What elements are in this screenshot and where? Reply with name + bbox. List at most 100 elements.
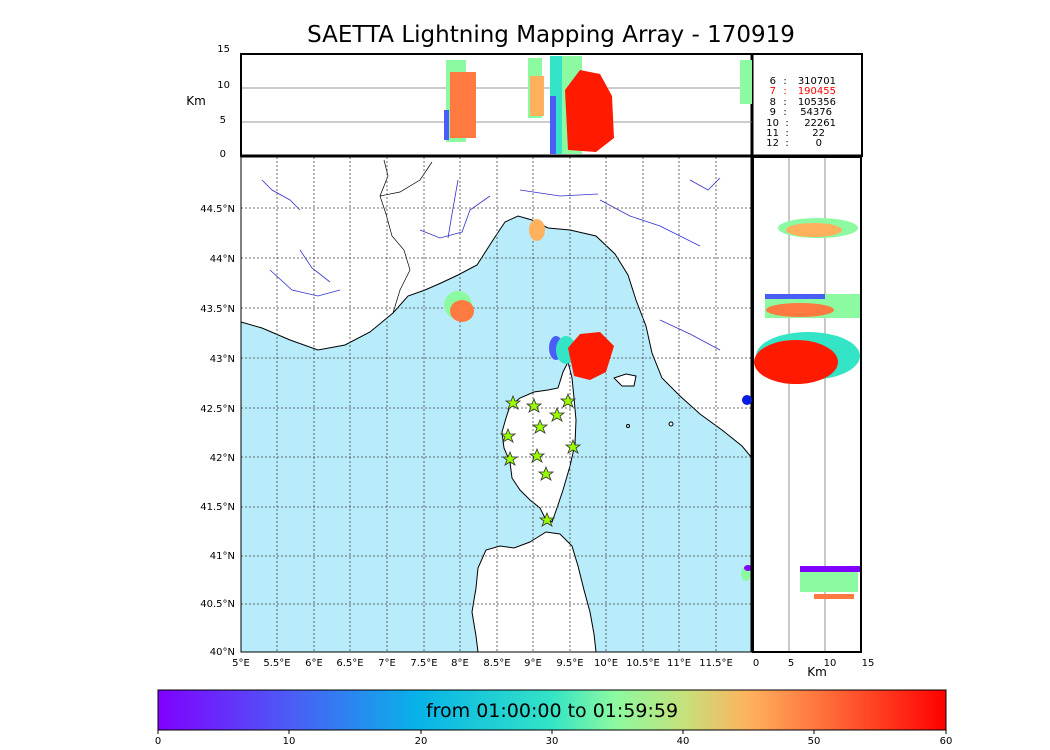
- side-cluster-se-early: [800, 566, 860, 572]
- lat-tick: 41.5°N: [200, 502, 235, 513]
- lat-tick: 43°N: [210, 354, 235, 365]
- colorbar-ticks: 0 10 20 30 40 50 60: [155, 736, 953, 747]
- station-marker: [564, 438, 582, 454]
- altitude-longitude-panel: [241, 56, 752, 154]
- station-marker: [525, 397, 543, 413]
- table-value: 310701: [798, 76, 836, 87]
- side-panel-frame: [752, 156, 862, 653]
- top-panel-frame: [240, 53, 863, 157]
- lon-tick: 6°E: [305, 658, 323, 669]
- station-marker: [501, 450, 519, 466]
- table-value: 0: [816, 138, 822, 149]
- table-sep: :: [783, 76, 786, 87]
- cluster-cap-corse-late: [568, 332, 614, 380]
- station-marker: [504, 394, 522, 410]
- lon-tick: 8.5°E: [483, 658, 510, 669]
- top-cluster-west: [450, 72, 476, 138]
- lon-tick: 9.5°E: [556, 658, 583, 669]
- side-tick-10: 10: [824, 658, 837, 669]
- elba-island: [613, 373, 637, 387]
- colorbar-tick: 40: [677, 736, 690, 747]
- table-key: 9: [770, 107, 776, 118]
- giglio-island: [668, 421, 674, 427]
- station-count-table: 6 : 310701 7 : 190455 8 : 105356 9 : 543…: [766, 76, 836, 149]
- lon-tick: 10°E: [594, 658, 618, 669]
- sardinia-island: [471, 531, 597, 652]
- table-sep: :: [783, 97, 786, 108]
- table-sep: :: [783, 86, 786, 97]
- colorbar-tick: 50: [808, 736, 821, 747]
- main-map-panel: [241, 157, 752, 652]
- side-tick-15: 15: [862, 658, 875, 669]
- table-sep: :: [785, 138, 788, 149]
- station-markers: [499, 392, 582, 527]
- side-cluster-se: [800, 572, 858, 592]
- colorbar-tick: 0: [155, 736, 161, 747]
- station-marker: [559, 392, 577, 408]
- altitude-tick-5: 5: [220, 115, 226, 126]
- altitude-tick-10: 10: [217, 80, 230, 91]
- lon-tick: 7°E: [378, 658, 396, 669]
- latitude-ticks: 40°N 40.5°N 41°N 41.5°N 42°N 42.5°N 43°N…: [200, 204, 235, 658]
- side-cluster-genoa: [786, 223, 842, 237]
- border-line-2: [379, 161, 433, 197]
- table-key: 8: [770, 97, 776, 108]
- lat-tick: 40°N: [210, 647, 235, 658]
- lat-tick: 42.5°N: [200, 404, 235, 415]
- top-cluster-genoa: [530, 76, 544, 116]
- station-marker: [531, 418, 549, 434]
- table-sep: :: [785, 118, 788, 129]
- top-panel-y-ticks: 15 10 5 0: [217, 44, 230, 160]
- side-tick-0: 0: [753, 658, 759, 669]
- colorbar-tick: 10: [283, 736, 296, 747]
- cluster-west: [450, 300, 474, 322]
- colorbar-tick-marks: [157, 730, 947, 734]
- table-value: 22: [812, 128, 825, 139]
- lon-tick: 8°E: [451, 658, 469, 669]
- table-key: 6: [770, 76, 776, 87]
- lat-tick: 44°N: [210, 254, 235, 265]
- lat-tick: 42°N: [210, 453, 235, 464]
- lat-tick: 40.5°N: [200, 599, 235, 610]
- lat-tick: 44.5°N: [200, 204, 235, 215]
- cluster-genoa: [529, 219, 545, 241]
- station-marker: [548, 406, 566, 422]
- table-value: 22261: [804, 118, 836, 129]
- colorbar-label: from 01:00:00 to 01:59:59: [425, 700, 679, 722]
- rivers: [261, 177, 721, 351]
- lon-tick: 6.5°E: [336, 658, 363, 669]
- altitude-latitude-panel: [754, 157, 861, 652]
- table-value: 190455: [798, 86, 836, 97]
- lightning-sources-map: [444, 219, 752, 581]
- table-key: 7: [770, 86, 776, 97]
- colorbar-tick: 60: [940, 736, 953, 747]
- altitude-tick-0: 0: [220, 149, 226, 160]
- side-tick-5: 5: [788, 658, 794, 669]
- top-cluster-southeast: [740, 60, 752, 104]
- table-value: 105356: [798, 97, 836, 108]
- lon-tick: 5°E: [232, 658, 250, 669]
- colorbar-tick: 20: [415, 736, 428, 747]
- side-cluster-corse: [754, 340, 838, 384]
- station-marker: [499, 427, 517, 443]
- chart-title: SAETTA Lightning Mapping Array - 170919: [307, 22, 795, 48]
- table-key: 10: [766, 118, 779, 129]
- table-key: 12: [766, 138, 779, 149]
- lon-tick: 9°E: [524, 658, 542, 669]
- altitude-tick-15: 15: [217, 44, 230, 55]
- lon-tick: 11°E: [667, 658, 691, 669]
- italy-land: [241, 157, 752, 459]
- side-panel-xlabel: Km: [807, 665, 827, 679]
- table-sep: :: [785, 128, 788, 139]
- station-marker: [528, 447, 546, 463]
- table-key: 11: [766, 128, 779, 139]
- lon-tick: 7.5°E: [410, 658, 437, 669]
- lon-tick: 10.5°E: [626, 658, 660, 669]
- station-marker: [538, 511, 556, 527]
- top-cluster-corse-late: [565, 70, 614, 152]
- longitude-ticks: 5°E 5.5°E 6°E 6.5°E 7°E 7.5°E 8°E 8.5°E …: [232, 658, 733, 669]
- time-colorbar: [157, 689, 947, 731]
- table-value: 54376: [800, 107, 832, 118]
- cluster-southeast-early: [744, 565, 752, 571]
